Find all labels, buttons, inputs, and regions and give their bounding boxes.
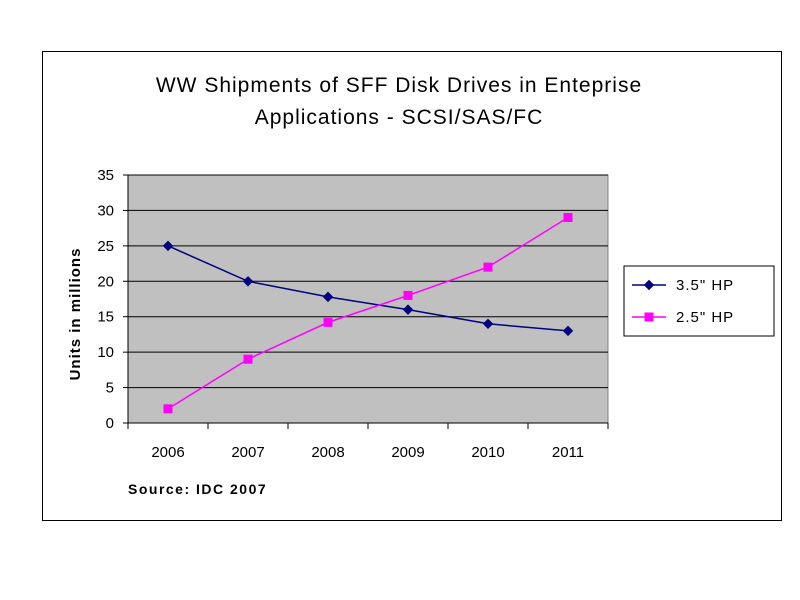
y-tick-label: 0 [106, 415, 114, 432]
legend-swatch-marker [644, 312, 654, 322]
y-tick-label: 10 [97, 344, 114, 361]
x-tick-label: 2006 [151, 444, 184, 461]
y-tick-label: 30 [97, 202, 114, 219]
x-tick-labels: 2006 2007 2008 2009 2010 2011 [127, 423, 609, 461]
data-point [322, 291, 334, 303]
data-point [243, 354, 253, 364]
gridlines [128, 174, 608, 389]
x-tick-label: 2007 [231, 444, 264, 461]
y-tick-label: 5 [106, 380, 114, 397]
data-point [563, 213, 573, 223]
legend-label: 3.5" HP [676, 277, 734, 294]
data-point [323, 317, 333, 327]
data-point [402, 304, 414, 315]
series-1 [162, 240, 574, 337]
x-tick-label: 2010 [471, 444, 504, 461]
x-tick-label: 2009 [391, 444, 424, 461]
y-tick-label: 35 [97, 167, 114, 184]
legend-swatch-marker [643, 279, 655, 291]
y-tick-label: 20 [97, 273, 114, 290]
data-point [242, 276, 254, 287]
data-point [562, 325, 574, 337]
series-2 [163, 213, 573, 414]
data-point [162, 240, 174, 252]
x-tick-label: 2008 [311, 444, 344, 461]
legend-item: 3.5" HP [632, 277, 734, 294]
y-tick-label: 25 [97, 238, 114, 255]
chart-title: WW Shipments of SFF Disk Drives in Entep… [156, 74, 642, 129]
source-annotation: Source: IDC 2007 [128, 481, 267, 497]
data-point [483, 262, 493, 272]
legend-item: 2.5" HP [632, 309, 734, 326]
x-tick-label: 2011 [552, 444, 584, 461]
y-tick-labels: 0 5 10 15 20 25 30 35 [97, 167, 128, 432]
data-point [403, 290, 413, 300]
series-line [167, 216, 569, 410]
series-line [167, 245, 569, 332]
chart-title-line: Applications - SCSI/SAS/FC [255, 106, 544, 129]
series-lines [162, 213, 574, 414]
plot-area [127, 174, 609, 424]
chart-title-line: WW Shipments of SFF Disk Drives in Entep… [156, 74, 642, 97]
y-tick-label: 15 [97, 309, 114, 326]
data-point [482, 318, 494, 330]
legend: 3.5" HP 2.5" HP [623, 265, 775, 337]
y-axis-title: Units in millions [67, 248, 84, 381]
legend-label: 2.5" HP [676, 309, 734, 326]
data-point [163, 404, 173, 414]
legend-box [623, 265, 775, 337]
